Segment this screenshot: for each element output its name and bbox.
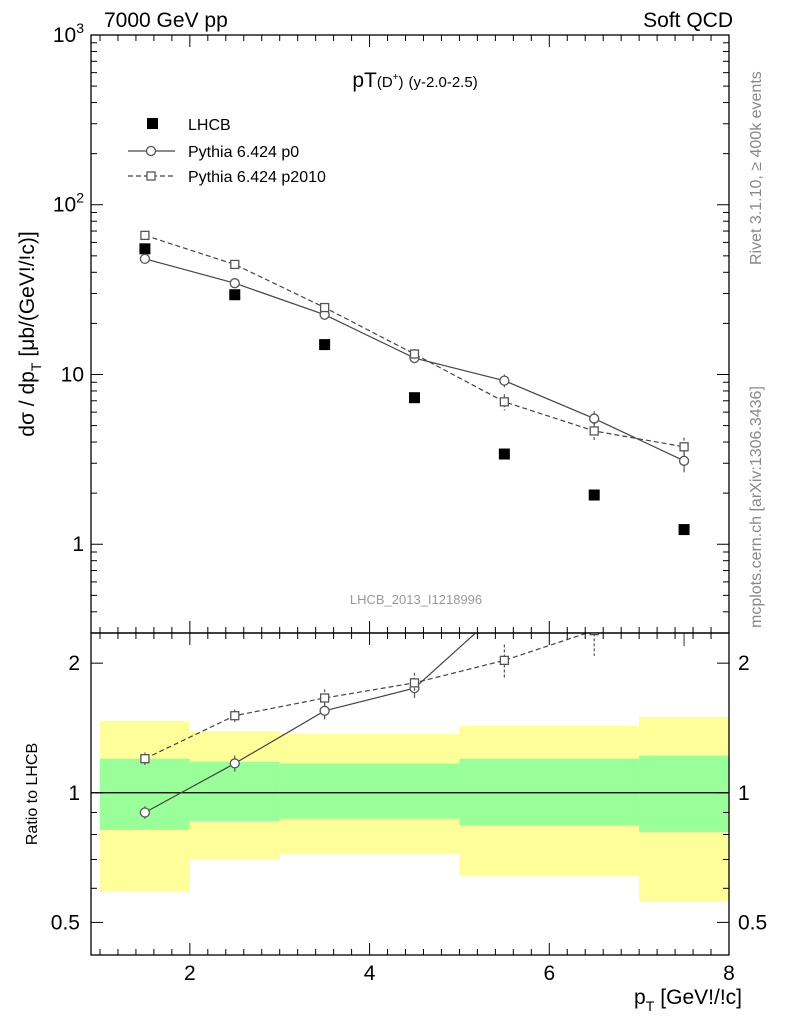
p0-point — [229, 278, 240, 289]
lhcb-data-point — [319, 339, 331, 351]
p2010-point — [319, 302, 330, 313]
ratio-p0-point — [229, 758, 240, 769]
main-ytick-label-sup: 3 — [76, 20, 84, 36]
main-ylabel-units: [μb/(GeV!/!c)] — [16, 231, 39, 356]
legend-label-lhcb: LHCB — [188, 117, 231, 134]
lhcb-data-point — [139, 243, 151, 255]
lhcb-data-point — [408, 392, 420, 404]
ratio-p0-point — [680, 614, 689, 623]
ratio-ytick-label: 1 — [68, 782, 80, 805]
p2010-point — [679, 442, 689, 452]
p2010-point — [499, 397, 510, 407]
main-ylabel-text: dσ / dp — [16, 371, 39, 437]
main-ytick-label: 10 — [61, 363, 84, 386]
header-right: Soft QCD — [643, 9, 733, 32]
ratio-xtick-label: 6 — [543, 962, 555, 985]
ratio-p2010-point — [680, 579, 688, 587]
ratio-ytick-label: 2 — [68, 652, 80, 675]
ratio-xlabel: pT [GeV!/!c] — [634, 986, 742, 1014]
p0-point — [499, 375, 510, 386]
ratio-xtick-label: 2 — [184, 962, 196, 985]
uncertainty-band-inner — [189, 761, 280, 821]
ratio-p2010-point — [319, 693, 330, 703]
legend-marker-lhcb — [147, 118, 158, 129]
main-ytick-label-base: 10 — [53, 24, 76, 47]
rivet-label: Rivet 3.1.10, ≥ 400k events — [748, 71, 765, 265]
ratio-p0-point — [139, 807, 151, 818]
lhcb-data-point — [588, 489, 600, 501]
mcplots-label: mcplots.cern.ch [arXiv:1306.3436] — [748, 386, 765, 628]
ratio-frame — [90, 632, 730, 956]
lhcb-data-point — [498, 448, 510, 460]
p2010-point — [230, 259, 240, 270]
plot-title-main: pT — [352, 69, 377, 92]
main-ytick-label: 1 — [72, 533, 84, 556]
legend-marker-p2010 — [146, 171, 156, 181]
lhcb-data-point — [229, 289, 241, 301]
ratio-xtick-label: 8 — [723, 962, 735, 985]
p2010-point — [409, 349, 420, 359]
plot-title-sub: (D — [377, 74, 393, 91]
ratio-p2010-point — [409, 678, 420, 688]
main-ylabel: dσ / dpT [μb/(GeV!/!c)] — [16, 231, 44, 436]
legend-label-p2010: Pythia 6.424 p2010 — [188, 169, 326, 186]
uncertainty-band-inner — [99, 758, 190, 830]
p0-point — [139, 253, 151, 265]
main-frame — [90, 34, 730, 634]
p2010-point — [140, 230, 150, 241]
ratio-xtick-label: 4 — [364, 962, 376, 985]
plot-title-close: ) — [399, 74, 404, 91]
uncertainty-band-inner — [639, 755, 729, 833]
lhcb-data-point — [678, 524, 690, 536]
plot-title-sup: + — [393, 72, 399, 83]
ratio-p2010-point — [230, 711, 240, 721]
p2010-point — [589, 426, 599, 436]
ratio-p0-point — [590, 594, 599, 603]
p0-point — [678, 455, 690, 466]
ratio-xlabel-sub: T — [646, 998, 655, 1014]
analysis-watermark: LHCB_2013_I1218996 — [350, 592, 482, 607]
main-ytick-label: 102 — [53, 190, 84, 217]
ratio-xlabel-text: p — [634, 986, 646, 1009]
main-ytick-label-base: 10 — [53, 194, 76, 217]
header-left: 7000 GeV pp — [104, 9, 228, 32]
p0-point — [589, 413, 600, 424]
ratio-p2010-point — [499, 655, 510, 666]
ratio-ytick-label-right: 1 — [738, 782, 750, 805]
legend-marker-p0 — [145, 145, 157, 157]
ratio-p0-point — [500, 603, 509, 612]
p2010-line — [144, 234, 685, 448]
main-ytick-label-sup: 2 — [76, 190, 84, 206]
ratio-p2010-point — [140, 754, 150, 764]
plot-title: pT(D+) (y-2.0-2.5) — [352, 69, 477, 92]
ratio-ytick-label-right: 2 — [738, 652, 750, 675]
ratio-xlabel-units: [GeV!/!c] — [660, 986, 742, 1009]
main-ylabel-sub: T — [28, 362, 44, 371]
ratio-p0-point — [319, 705, 330, 716]
uncertainty-band-inner — [459, 758, 640, 826]
ratio-ytick-label: 0.5 — [51, 911, 80, 934]
ratio-ylabel: Ratio to LHCB — [24, 743, 41, 845]
main-ytick-label-base: 10 — [61, 363, 84, 386]
uncertainty-band-inner — [279, 763, 460, 819]
ratio-plot: 0.5 0.5 1 1 2 2 2 4 6 8 Ratio to LHCB pT [GeV!/!c] — [24, 579, 767, 1014]
legend-label-p0: Pythia 6.424 p0 — [188, 144, 299, 161]
main-ytick-label: 103 — [53, 20, 84, 47]
plot-title-rest: (y-2.0-2.5) — [409, 74, 478, 91]
main-ytick-label-base: 1 — [72, 533, 84, 556]
ratio-p2010-point — [589, 633, 599, 636]
ratio-ytick-label-right: 0.5 — [738, 911, 767, 934]
legend: LHCB Pythia 6.424 p0 Pythia 6.424 p2010 — [128, 117, 326, 186]
